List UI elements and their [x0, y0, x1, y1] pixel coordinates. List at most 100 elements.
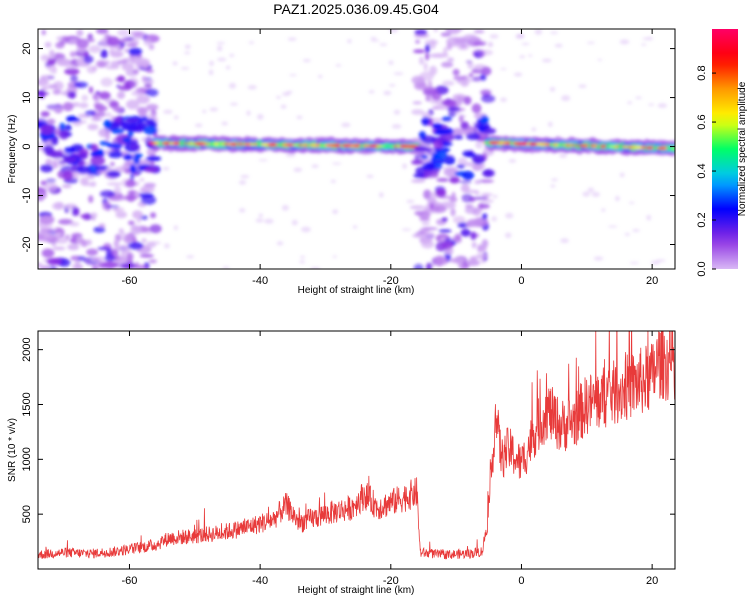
spectrogram-cell: [202, 109, 207, 114]
spectrogram-cell: [141, 76, 147, 81]
spectrogram-region-0-noise: [38, 29, 162, 269]
spectrogram-cell: [239, 208, 246, 213]
spectrogram-cell: [500, 68, 507, 71]
spectrogram-cell: [431, 106, 439, 110]
spectrogram-cell: [105, 204, 120, 209]
spectrogram-cell: [480, 115, 489, 125]
spectrogram-cell: [427, 80, 433, 89]
spectrogram-cell: [421, 116, 430, 126]
spectrogram-cell: [470, 255, 477, 262]
spectrogram-cell: [601, 208, 606, 212]
spectrogram-cell: [477, 244, 487, 252]
spectrogram-cell: [117, 244, 132, 252]
spectrogram-cell: [413, 49, 426, 54]
spectrogram-cell: [139, 178, 145, 182]
spectrogram-cell: [341, 122, 351, 128]
spectrogram-cell: [389, 84, 396, 87]
spectrogram-cell: [462, 150, 474, 158]
spectrogram-cell: [456, 96, 464, 105]
spectrogram-cell: [97, 261, 107, 269]
spectrogram-cell: [388, 60, 394, 65]
spectrogram-cell: [67, 243, 80, 251]
spectrogram-cell: [480, 89, 492, 96]
spectrogram-cell: [49, 49, 55, 60]
spectrogram-cell: [129, 164, 137, 173]
spectrogram-cell: [460, 228, 471, 237]
spectrogram-cell: [461, 170, 475, 181]
spectrogram-cell: [624, 232, 630, 236]
spectrogram-cell: [217, 138, 225, 141]
spectrogram-cell: [46, 105, 62, 111]
spectrogram-cell: [425, 52, 430, 61]
spectrogram-cell: [330, 179, 337, 183]
spectrogram-cell: [432, 53, 449, 58]
spectrogram-cell: [144, 82, 153, 88]
spectrogram-cell: [448, 29, 465, 32]
spectrogram-cell: [515, 33, 525, 40]
spectrogram-cell: [460, 121, 470, 130]
spectrogram-cell: [368, 90, 375, 94]
spectrogram-cell: [477, 179, 494, 183]
spectrogram-y-tick-label: -10: [21, 188, 33, 204]
spectrogram-x-tick-label: -40: [252, 275, 268, 287]
spectrogram-cell: [139, 192, 154, 198]
spectrogram-cell: [127, 241, 144, 250]
spectrogram-cell: [463, 34, 478, 41]
spectrogram-cell: [108, 150, 123, 159]
spectrogram-cell: [38, 196, 45, 202]
spectrogram-cell: [473, 29, 485, 34]
spectrogram-cell: [441, 240, 454, 250]
spectrogram-cell: [111, 128, 125, 135]
spectrogram-cell: [550, 31, 558, 35]
spectrogram-cell: [481, 199, 494, 204]
spectrogram-cell: [76, 38, 89, 49]
spectrogram-cell: [301, 226, 311, 233]
spectrogram-cell: [149, 224, 162, 234]
spectrogram-cell: [46, 118, 56, 125]
spectrogram-cell: [332, 255, 337, 258]
spectrogram-cell: [43, 182, 58, 192]
spectrogram-cell: [414, 29, 428, 36]
spectrogram-cell: [131, 90, 143, 97]
spectrogram-cell: [597, 58, 603, 61]
spectrogram-cell: [487, 43, 494, 47]
spectrogram-cell: [655, 259, 666, 262]
spectrogram-x-tick-label: -60: [122, 275, 138, 287]
snr-x-tick-label: -60: [122, 575, 138, 587]
spectrogram-cell: [52, 89, 62, 95]
spectrogram-cell: [222, 266, 230, 269]
spectrogram-cell: [80, 177, 89, 186]
spectrogram-cell: [120, 262, 137, 269]
spectrogram-cell: [141, 238, 147, 244]
spectrogram-cell: [411, 75, 425, 85]
spectrogram-cell: [173, 225, 179, 231]
spectrogram-cell: [258, 213, 263, 218]
spectrogram-cell: [411, 233, 428, 238]
spectrogram-cell: [425, 95, 431, 102]
spectrogram-cell: [143, 166, 160, 173]
spectrogram-cell: [414, 146, 430, 153]
spectrogram-cell: [467, 61, 474, 70]
spectrogram-cell: [447, 57, 454, 62]
spectrogram-region-1-signal: [148, 29, 425, 269]
spectrogram-cell: [435, 188, 447, 198]
spectrogram-cell: [646, 214, 652, 221]
spectrogram-cell: [370, 36, 377, 40]
spectrogram-cell: [110, 161, 115, 167]
spectrogram-x-tick-label: 0: [518, 275, 524, 287]
spectrogram-cell: [521, 42, 530, 46]
colorbar-tick-label: 0.6: [696, 114, 708, 129]
spectrogram-cell: [163, 109, 173, 115]
spectrogram-cell: [87, 163, 99, 173]
spectrogram-y-tick-label: 20: [21, 42, 33, 54]
spectrogram-cell: [90, 117, 103, 122]
spectrogram-cell: [145, 88, 159, 97]
spectrogram-cell: [451, 191, 456, 202]
spectrogram-cell: [453, 36, 466, 45]
spectrogram-cell: [38, 142, 43, 146]
spectrogram-cell: [61, 184, 72, 188]
spectrogram-cell: [406, 199, 415, 204]
spectrogram-cell: [91, 264, 99, 269]
spectrogram-cell: [39, 264, 51, 269]
spectrogram-cell: [296, 115, 303, 120]
